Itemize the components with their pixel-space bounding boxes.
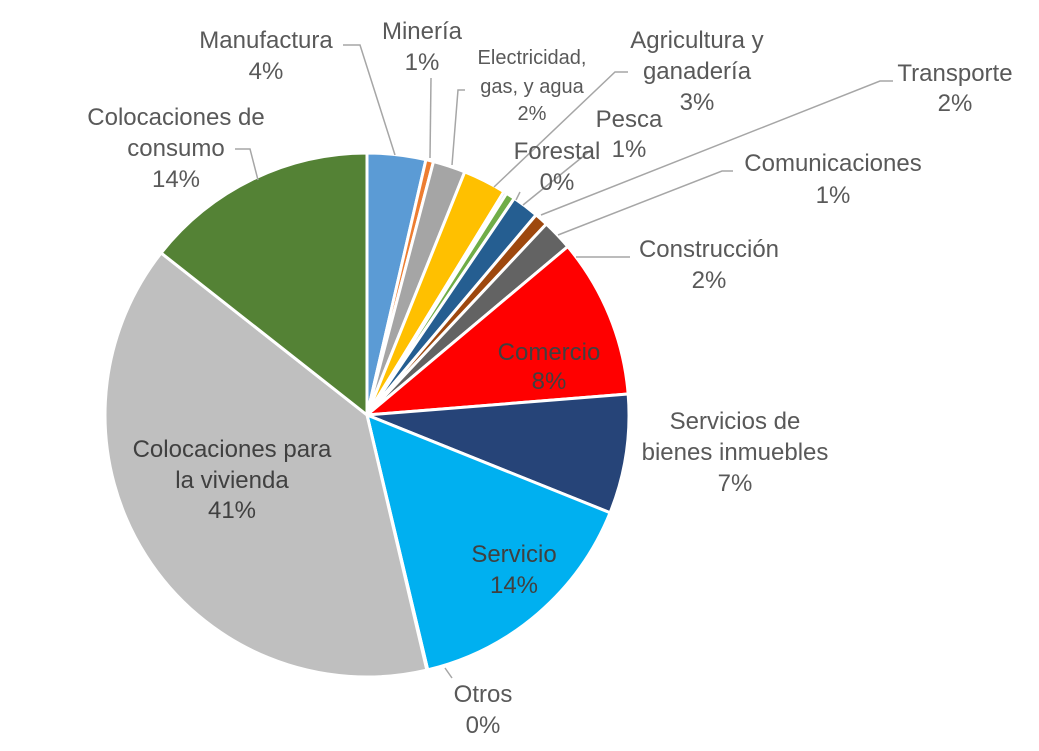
leader-line-colocaciones-de-consumo (235, 148, 259, 181)
slice-comercio (365, 245, 630, 417)
data-label-value-comunicaciones: 1% (816, 182, 851, 209)
data-label-name-servicio: Servicio (471, 541, 556, 568)
leader-line-otros (444, 667, 453, 679)
data-label-value-transporte: 2% (938, 90, 973, 117)
data-label-name-forestal: Forestal (514, 138, 601, 165)
data-label-name-agricultura-y-ganaderia-l2: ganadería (643, 58, 752, 85)
data-label-name-construccion: Construcción (639, 236, 779, 263)
leader-lines (235, 44, 893, 679)
data-label-name-mineria: Minería (382, 18, 463, 45)
data-label-value-mineria: 1% (405, 49, 440, 76)
data-label-name-comunicaciones: Comunicaciones (744, 150, 921, 177)
pie-slices (103, 151, 631, 679)
data-label-value-servicio: 14% (490, 572, 538, 599)
data-label-value-servicios-de-bienes-inmuebles: 7% (718, 470, 753, 497)
data-label-name-colocaciones-para-la-vivienda-l2: la vivienda (175, 467, 289, 494)
slice-colocaciones-de-consumo (159, 151, 369, 417)
data-label-name-colocaciones-de-consumo-l1: Colocaciones de (87, 104, 264, 131)
leader-line-comunicaciones (557, 170, 733, 236)
data-label-value-construccion: 2% (692, 267, 727, 294)
leader-line-pesca (522, 149, 592, 206)
leader-line-agricultura-y-ganaderia (493, 71, 628, 188)
data-label-name-electricidad-gas-y-agua-l2: gas, y agua (480, 76, 584, 98)
data-label-name-servicios-de-bienes-inmuebles-l2: bienes inmuebles (642, 439, 829, 466)
data-label-value-electricidad-gas-y-agua: 2% (518, 103, 547, 125)
data-label-value-comercio: 8% (532, 368, 567, 395)
data-label-name-agricultura-y-ganaderia-l1: Agricultura y (630, 27, 763, 54)
data-label-value-colocaciones-de-consumo: 14% (152, 166, 200, 193)
leader-line-mineria (429, 77, 432, 159)
leader-line-electricidad-gas-y-agua (451, 89, 465, 166)
data-label-value-agricultura-y-ganaderia: 3% (680, 89, 715, 116)
data-label-name-electricidad-gas-y-agua-l1: Electricidad, (478, 47, 587, 69)
slice-colocaciones-para-la-vivienda (103, 251, 429, 679)
data-label-value-colocaciones-para-la-vivienda: 41% (208, 497, 256, 524)
leader-line-manufactura (343, 44, 396, 156)
data-label-name-comercio: Comercio (498, 339, 601, 366)
data-label-name-pesca: Pesca (596, 106, 663, 133)
data-label-value-manufactura: 4% (249, 58, 284, 85)
slice-servicios-de-bienes-inmuebles (365, 392, 631, 515)
data-label-name-otros: Otros (454, 681, 513, 708)
data-label-name-manufactura: Manufactura (199, 27, 333, 54)
data-label-value-pesca: 1% (612, 136, 647, 163)
slice-labels: Manufactura 4% Minería 1% Electricidad, gas, … (87, 18, 1012, 739)
leader-line-forestal (515, 191, 521, 201)
slice-servicio (365, 413, 612, 672)
leader-line-transporte (540, 80, 893, 216)
data-label-name-colocaciones-de-consumo-l2: consumo (127, 135, 224, 162)
data-label-value-otros: 0% (466, 712, 501, 739)
data-label-name-colocaciones-para-la-vivienda-l1: Colocaciones para (133, 436, 332, 463)
data-label-name-servicios-de-bienes-inmuebles-l1: Servicios de (670, 408, 801, 435)
data-label-value-forestal: 0% (540, 169, 575, 196)
data-label-name-transporte: Transporte (897, 60, 1012, 87)
